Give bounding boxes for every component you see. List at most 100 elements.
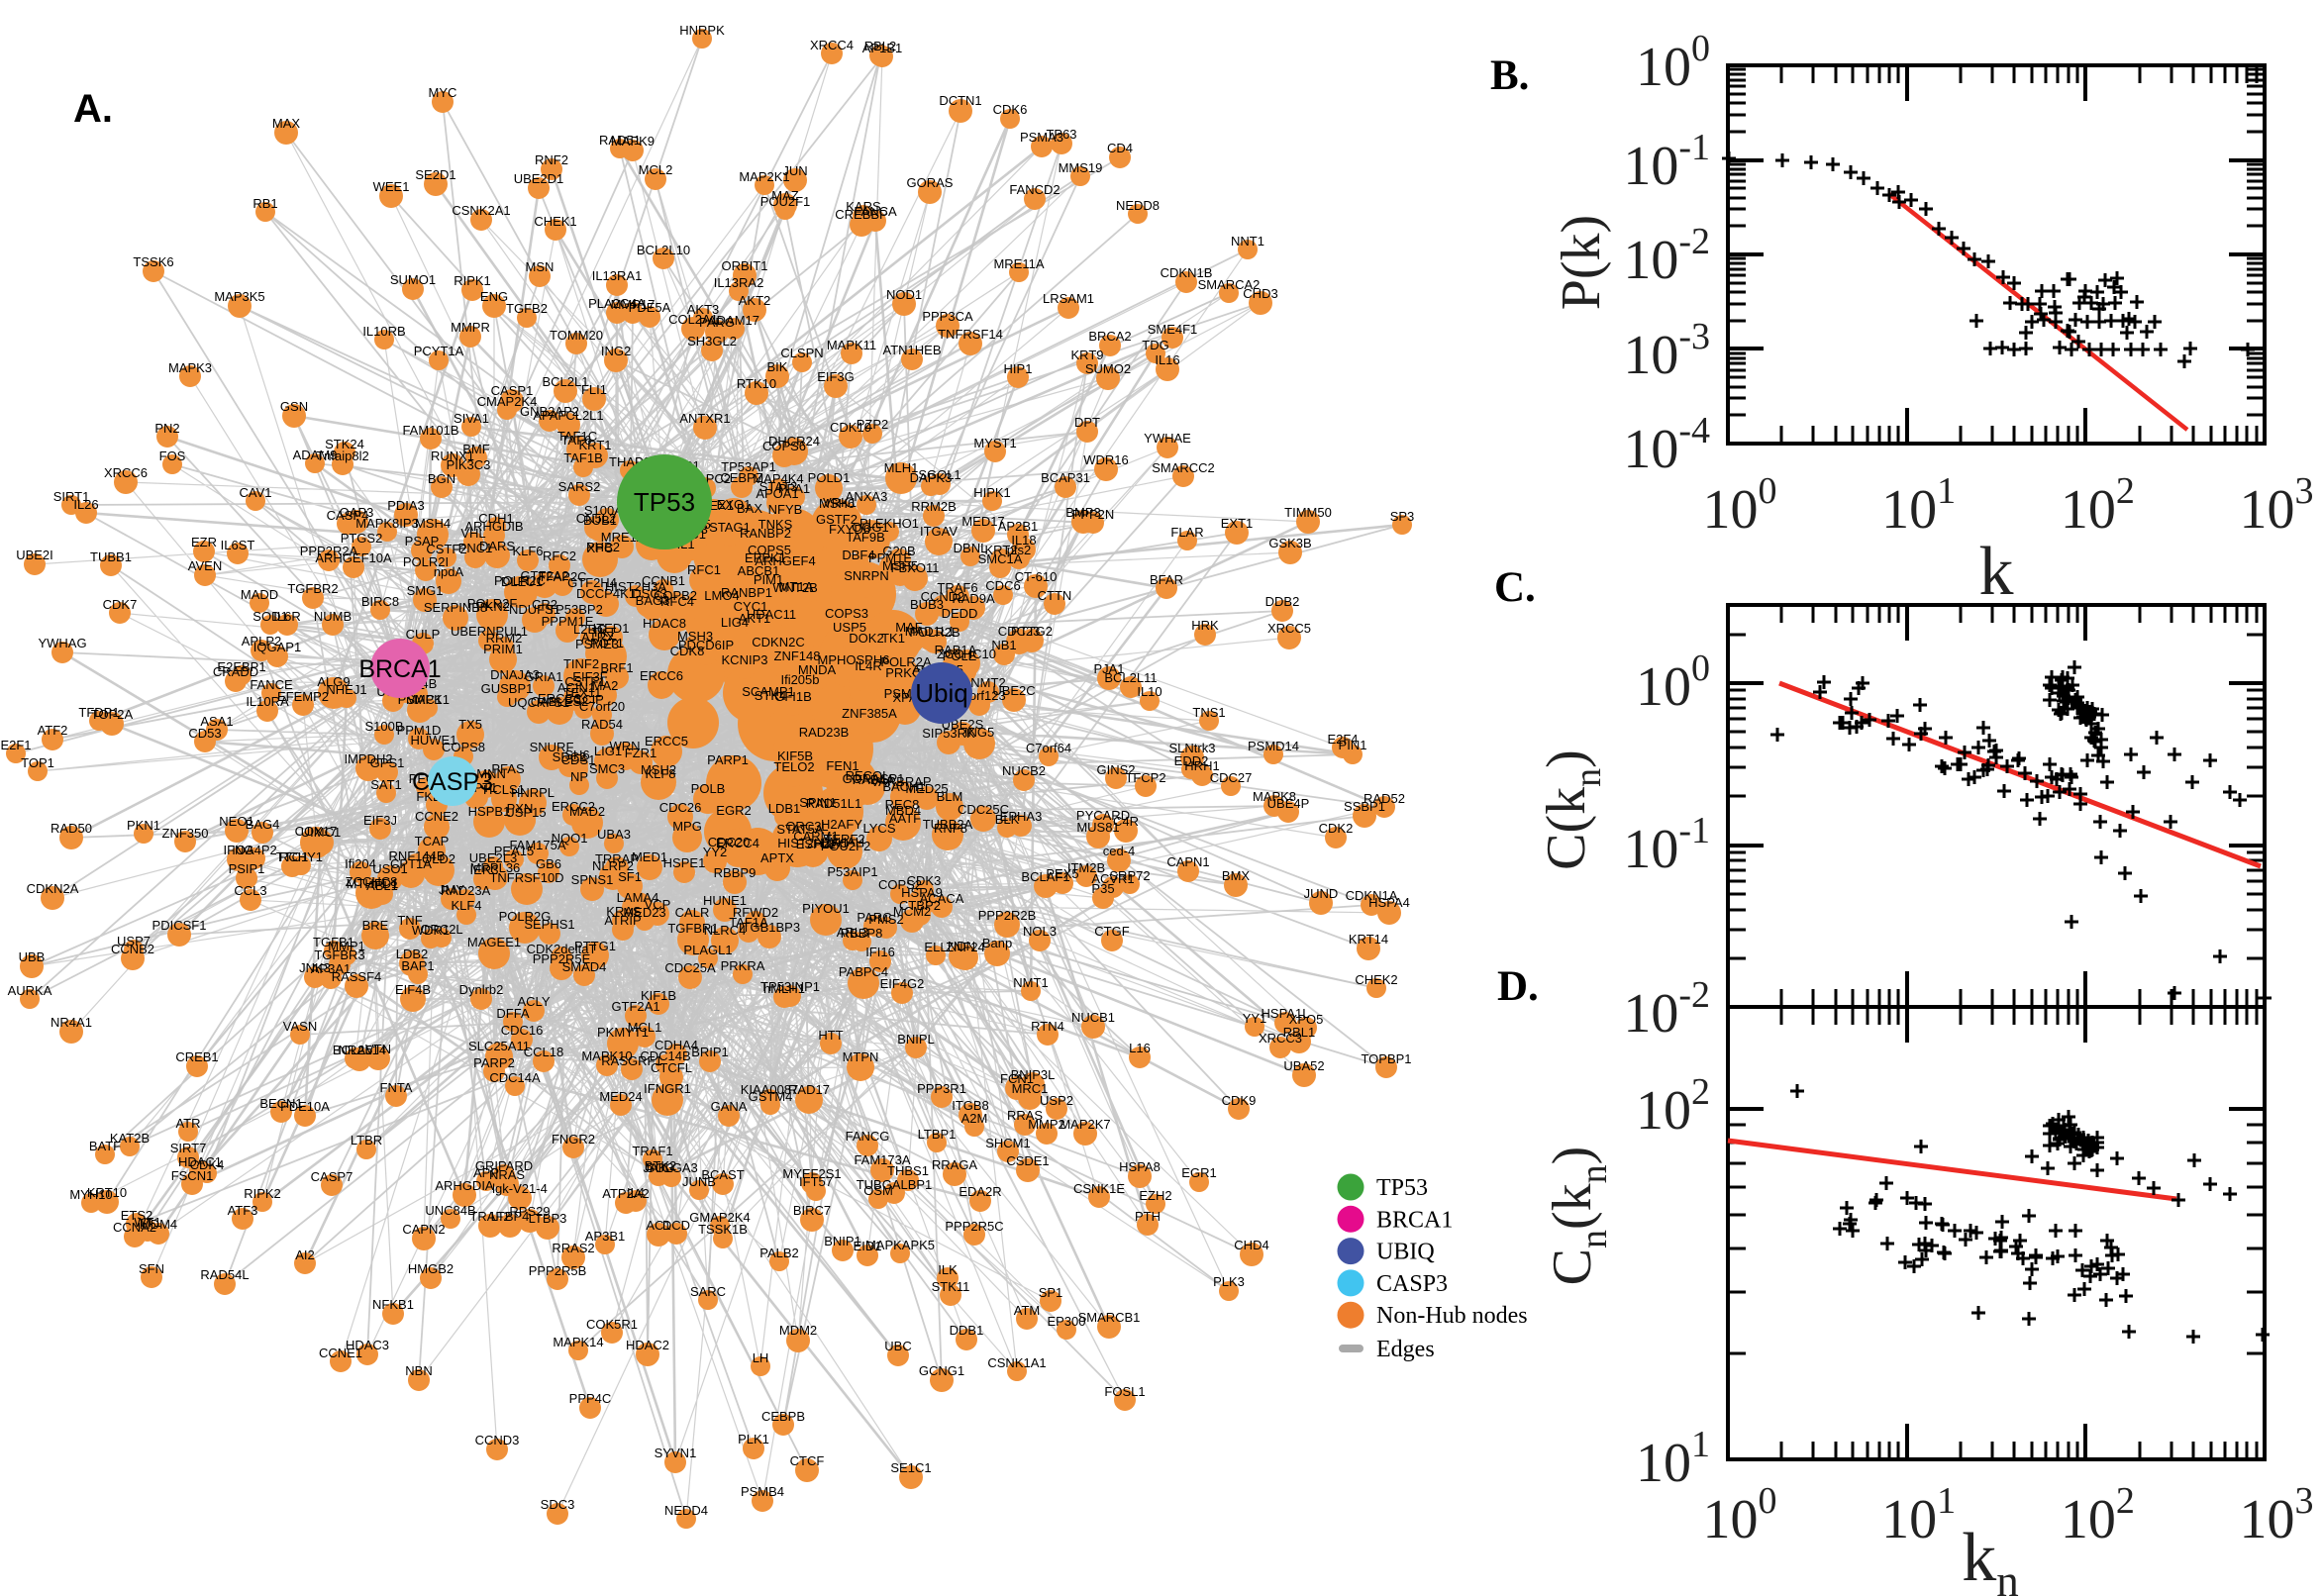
svg-text:Cn(kn): Cn(kn) [1542, 1147, 1615, 1286]
svg-text:IFI16: IFI16 [865, 945, 895, 959]
svg-text:ORC3L: ORC3L [785, 819, 828, 834]
svg-text:RIPK2: RIPK2 [244, 1186, 281, 1201]
svg-text:ABL1: ABL1 [366, 878, 398, 893]
svg-text:RAD54: RAD54 [581, 717, 623, 732]
svg-text:PSMB4: PSMB4 [741, 1484, 784, 1499]
svg-text:CHD3: CHD3 [1243, 286, 1277, 301]
svg-text:MAPK9: MAPK9 [611, 134, 655, 149]
svg-text:ALG9: ALG9 [317, 674, 350, 689]
svg-text:IL4: IL4 [627, 1185, 645, 1200]
svg-text:PPP2R2B: PPP2R2B [978, 908, 1037, 923]
svg-text:ARHGEF10A: ARHGEF10A [315, 550, 392, 565]
svg-text:FCN1: FCN1 [1000, 1071, 1034, 1086]
svg-text:IL26: IL26 [73, 497, 98, 512]
svg-text:SSBP1: SSBP1 [1344, 799, 1385, 814]
svg-text:npdA: npdA [434, 564, 464, 579]
svg-text:P(k): P(k) [1551, 215, 1612, 310]
svg-text:HTT: HTT [818, 1028, 843, 1043]
svg-text:ITM2B: ITM2B [1067, 860, 1105, 875]
svg-text:BNIP3L: BNIP3L [1011, 1067, 1056, 1082]
svg-text:ITGB1BP3: ITGB1BP3 [739, 920, 800, 935]
svg-text:P53AIP1: P53AIP1 [827, 864, 877, 879]
svg-text:CEBPZ: CEBPZ [720, 470, 762, 485]
svg-text:CSNK1A1: CSNK1A1 [987, 1355, 1046, 1370]
svg-text:USO1: USO1 [372, 861, 407, 876]
svg-text:UBE2C: UBE2C [992, 683, 1035, 698]
svg-text:RBBP8: RBBP8 [841, 926, 883, 941]
svg-text:SIRT1: SIRT1 [53, 489, 90, 504]
svg-text:SNRPN: SNRPN [844, 568, 889, 583]
svg-text:ITED1: ITED1 [593, 621, 630, 636]
svg-text:BLM: BLM [937, 789, 963, 804]
svg-text:STAT3: STAT3 [759, 479, 798, 494]
svg-text:BIRC8: BIRC8 [361, 594, 399, 609]
svg-text:AKT3: AKT3 [687, 302, 720, 317]
svg-text:ZCCHC10: ZCCHC10 [937, 647, 996, 661]
svg-text:PABPC4: PABPC4 [839, 964, 888, 979]
svg-text:OAP3: OAP3 [340, 505, 374, 520]
svg-text:SIVA1: SIVA1 [454, 411, 489, 426]
svg-text:CCNB1: CCNB1 [642, 573, 685, 588]
svg-text:HSPA9: HSPA9 [901, 885, 943, 900]
svg-text:RB1: RB1 [252, 196, 277, 211]
svg-text:PTTG1: PTTG1 [574, 939, 616, 953]
svg-text:EIF4G2: EIF4G2 [880, 976, 925, 991]
svg-text:HSPB1: HSPB1 [468, 804, 511, 819]
svg-text:GSN: GSN [280, 399, 308, 414]
svg-text:ACVR1: ACVR1 [1091, 871, 1134, 886]
svg-text:KARS: KARS [846, 199, 881, 214]
svg-text:OSM: OSM [863, 1183, 893, 1198]
svg-text:MAP3K5: MAP3K5 [214, 289, 264, 304]
svg-text:MED23: MED23 [623, 905, 665, 920]
svg-text:MAP2K7: MAP2K7 [1060, 1117, 1110, 1132]
svg-text:DSG3: DSG3 [632, 586, 666, 601]
svg-text:ATRIP: ATRIP [604, 913, 641, 928]
svg-text:100: 100 [1636, 28, 1710, 98]
svg-text:USP2: USP2 [1040, 1093, 1073, 1108]
svg-text:MBD4: MBD4 [885, 803, 921, 818]
svg-text:BCL2L1: BCL2L1 [543, 374, 589, 389]
svg-text:POLB: POLB [691, 781, 726, 796]
svg-text:MTPN: MTPN [843, 1049, 879, 1064]
svg-text:CSNK2A1: CSNK2A1 [452, 203, 510, 218]
svg-text:SARS2: SARS2 [558, 479, 601, 494]
svg-text:CDK4: CDK4 [190, 1157, 225, 1172]
svg-text:DCCP4K1: DCCP4K1 [576, 586, 636, 601]
svg-text:SFN: SFN [139, 1261, 164, 1276]
svg-text:CDK2: CDK2 [1319, 821, 1354, 836]
svg-text:NMT2: NMT2 [970, 675, 1005, 690]
svg-text:DCTN1: DCTN1 [939, 93, 981, 108]
svg-text:MAP4K4: MAP4K4 [753, 471, 803, 486]
svg-text:CTCFL: CTCFL [651, 1060, 692, 1075]
svg-text:BACH1: BACH1 [882, 779, 925, 794]
svg-text:TNFRSF10D: TNFRSF10D [489, 870, 563, 885]
svg-text:TSSK1B: TSSK1B [698, 1222, 748, 1237]
svg-text:PIYOU1: PIYOU1 [802, 901, 850, 916]
svg-text:CTGF: CTGF [1094, 924, 1129, 939]
svg-text:CRADD: CRADD [213, 664, 258, 679]
svg-text:POLR2I: POLR2I [403, 554, 449, 569]
svg-text:CDK10: CDK10 [830, 420, 871, 435]
svg-text:TP53AP1: TP53AP1 [721, 459, 776, 474]
svg-text:TGFB1: TGFB1 [313, 935, 354, 949]
svg-text:MAP2K1: MAP2K1 [739, 169, 789, 184]
svg-text:GSK3B: GSK3B [1268, 536, 1311, 550]
svg-text:HIST2H3A: HIST2H3A [605, 579, 666, 594]
svg-text:TNKS: TNKS [758, 517, 793, 532]
svg-text:KRAS: KRAS [606, 904, 642, 919]
svg-text:CLSPN: CLSPN [780, 346, 823, 360]
svg-text:TP53BP2: TP53BP2 [548, 602, 603, 617]
svg-text:TP53: TP53 [634, 487, 695, 517]
svg-text:DDB2: DDB2 [1265, 594, 1300, 609]
svg-text:SDC2: SDC2 [553, 749, 587, 764]
svg-text:EGR2: EGR2 [716, 803, 751, 818]
svg-text:SMC3: SMC3 [589, 761, 625, 776]
svg-text:UQCRFS1: UQCRFS1 [508, 695, 569, 710]
svg-text:OLD2: OLD2 [422, 851, 455, 866]
svg-text:SRP72: SRP72 [1109, 868, 1150, 883]
svg-text:NFYB: NFYB [768, 502, 803, 517]
svg-text:MLH1: MLH1 [884, 460, 919, 475]
svg-text:HIP1: HIP1 [1004, 361, 1033, 376]
svg-text:TEX11: TEX11 [563, 685, 602, 700]
svg-text:AURKA: AURKA [8, 983, 52, 998]
